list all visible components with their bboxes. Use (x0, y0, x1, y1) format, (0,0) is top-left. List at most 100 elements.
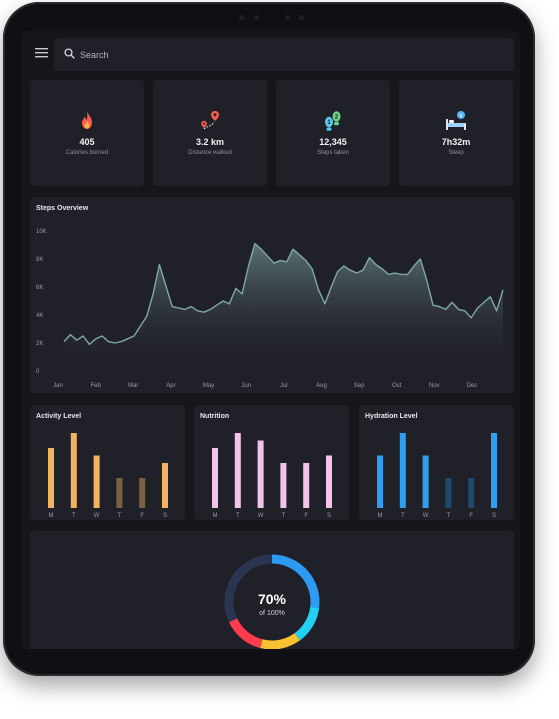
x-tick-label: Jul (280, 383, 288, 389)
steps-area-chart: 0 2K 4K 6K 8K 10K Jan Feb Mar Apr May Jun Jul Aug Sep O… (36, 229, 504, 389)
x-tick-label: F (469, 513, 473, 519)
stat-label: Steps taken (317, 150, 349, 156)
search-bar[interactable] (54, 38, 514, 71)
bar (139, 478, 146, 508)
chart-title: Hydration Level (365, 413, 418, 420)
steps-area-fill (64, 243, 503, 371)
stat-label: Distance walked (188, 150, 232, 156)
x-tick-label: S (492, 513, 496, 519)
bar (280, 463, 287, 508)
nutrition-card: Nutrition M T W T F S (194, 405, 349, 520)
x-tick-label: Nov (429, 383, 440, 389)
x-tick-label: T (118, 513, 122, 519)
donut-slice (294, 606, 320, 641)
bar (116, 478, 123, 508)
x-tick-label: T (401, 513, 405, 519)
x-tick-label: Jan (53, 383, 63, 389)
x-tick-label: F (140, 513, 144, 519)
map-pin-route-icon (201, 111, 219, 130)
stat-card-sleep[interactable]: z 7h32m Sleep (399, 80, 513, 186)
x-tick-label: S (163, 513, 167, 519)
x-tick-label: S (327, 513, 331, 519)
chart-title: Activity Level (36, 413, 82, 420)
x-tick-label: Oct (392, 383, 402, 389)
y-tick-label: 0 (36, 369, 40, 375)
chart-title: Steps Overview (36, 205, 89, 212)
x-tick-label: F (304, 513, 308, 519)
donut-slice (229, 618, 263, 649)
bar (422, 455, 429, 508)
x-tick-label: Sep (354, 383, 365, 389)
x-tick-label: Mar (128, 383, 138, 389)
bar (93, 455, 100, 508)
chart-title: Nutrition (200, 413, 230, 420)
stat-value: 12,345 (319, 137, 347, 147)
footsteps-icon: 1 2 (325, 111, 341, 131)
stat-label: Calories burned (65, 150, 109, 156)
svg-text:z: z (460, 113, 463, 119)
y-tick-label: 4K (36, 313, 43, 319)
donut-label: of 100% (259, 610, 285, 617)
bar (468, 478, 475, 508)
donut-value: 70% (258, 591, 287, 607)
x-tick-label: T (447, 513, 451, 519)
x-tick-label: M (49, 513, 54, 519)
bar (303, 463, 310, 508)
stat-card-steps[interactable]: 1 2 12,345 Steps taken (276, 80, 390, 186)
bar (48, 448, 54, 508)
svg-text:1: 1 (327, 120, 331, 126)
tablet-frame: 405 Calories burned 3.2 km Distance walk… (3, 2, 535, 676)
x-tick-label: T (236, 513, 240, 519)
sleep-bed-icon: z (446, 111, 466, 130)
bar (399, 433, 406, 508)
x-tick-label: Feb (90, 383, 101, 389)
stat-card-distance[interactable]: 3.2 km Distance walked (153, 80, 267, 186)
hydration-level-card: Hydration Level M T W T F S (359, 405, 514, 520)
bar (377, 455, 383, 508)
x-tick-label: Aug (316, 383, 327, 389)
menu-icon[interactable] (35, 46, 49, 60)
dashboard-screen: 405 Calories burned 3.2 km Distance walk… (22, 31, 520, 649)
x-tick-label: W (258, 513, 264, 519)
sensor-dot (299, 15, 304, 20)
goal-donut-chart: 70% of 100% (224, 554, 320, 649)
x-tick-label: T (282, 513, 286, 519)
x-tick-label: W (94, 513, 100, 519)
camera-bar (229, 14, 309, 22)
x-tick-label: W (423, 513, 429, 519)
camera-lens (254, 15, 259, 20)
activity-level-card: Activity Level M T W T F S (30, 405, 185, 520)
x-tick-label: May (203, 383, 214, 389)
x-tick-label: M (213, 513, 218, 519)
steps-series-line (63, 242, 504, 346)
bar (70, 433, 77, 508)
bar (234, 433, 241, 508)
bar (257, 440, 264, 508)
camera-dot (239, 15, 244, 20)
y-tick-label: 8K (36, 257, 43, 263)
donut-slice (224, 554, 273, 623)
flame-icon (82, 111, 92, 129)
steps-overview-card: Steps Overview 0 2K 4K 6K 8K 10K Jan Feb Mar Apr M… (30, 197, 514, 393)
x-tick-label: M (378, 513, 383, 519)
stat-card-calories[interactable]: 405 Calories burned (30, 80, 144, 186)
stat-value: 3.2 km (195, 137, 225, 147)
donut-slice (260, 633, 300, 649)
bar (326, 455, 332, 508)
y-tick-label: 6K (36, 285, 43, 291)
x-tick-label: Jun (241, 383, 251, 389)
bar (162, 463, 168, 508)
bar (445, 478, 452, 508)
x-tick-label: Apr (166, 383, 175, 389)
x-tick-label: Dec (467, 383, 478, 389)
y-tick-label: 10K (36, 229, 47, 235)
stat-value: 405 (79, 137, 95, 147)
donut-slice (271, 554, 320, 608)
bar (491, 433, 497, 508)
svg-text:2: 2 (335, 115, 339, 121)
search-input[interactable] (80, 45, 500, 65)
stat-label: Sleep (448, 150, 464, 156)
